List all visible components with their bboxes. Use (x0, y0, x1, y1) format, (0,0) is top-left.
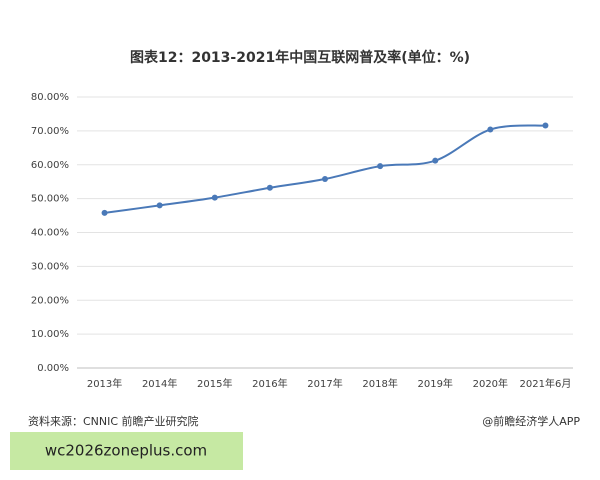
data-point (322, 175, 328, 182)
x-tick-label: 2020年 (473, 377, 508, 390)
data-point (432, 157, 439, 164)
data-point (101, 209, 108, 216)
banner-box (10, 432, 243, 470)
data-point (487, 126, 494, 133)
x-tick-label: 2019年 (417, 377, 452, 390)
data-point (542, 122, 549, 129)
y-tick-label: 10.00% (31, 329, 69, 340)
data-point (266, 184, 273, 191)
source: 资料来源：CNNIC 前瞻产业研究院 (28, 414, 199, 428)
x-tick-label: 2017年 (307, 377, 342, 390)
y-tick-label: 80.00% (31, 92, 69, 103)
x-tick-label: 2014年 (142, 377, 177, 390)
y-tick-label: 0.00% (37, 363, 69, 374)
data-line (104, 124, 546, 214)
y-tick-label: 30.00% (31, 261, 69, 272)
y-tick-label: 70.00% (31, 126, 69, 137)
credit: @前瞻经济学人APP (482, 414, 580, 428)
chart-title: 图表12：2013-2021年中国互联网普及率(单位：%) (130, 49, 470, 66)
data-point (211, 194, 218, 201)
y-tick-label: 40.00% (31, 228, 69, 239)
y-tick-label: 20.00% (31, 295, 69, 306)
x-tick-label: 2016年 (252, 377, 287, 390)
x-tick-label: 2015年 (197, 377, 232, 390)
y-tick-label: 50.00% (31, 194, 69, 205)
x-tick-label: 2013年 (87, 377, 122, 390)
data-point (156, 202, 163, 209)
data-point (377, 163, 384, 170)
banner-text: wc2026zoneplus.com (45, 442, 207, 460)
x-tick-label: 2021年6月 (520, 377, 572, 390)
x-tick-label: 2018年 (362, 377, 397, 390)
y-tick-label: 60.00% (31, 160, 69, 171)
